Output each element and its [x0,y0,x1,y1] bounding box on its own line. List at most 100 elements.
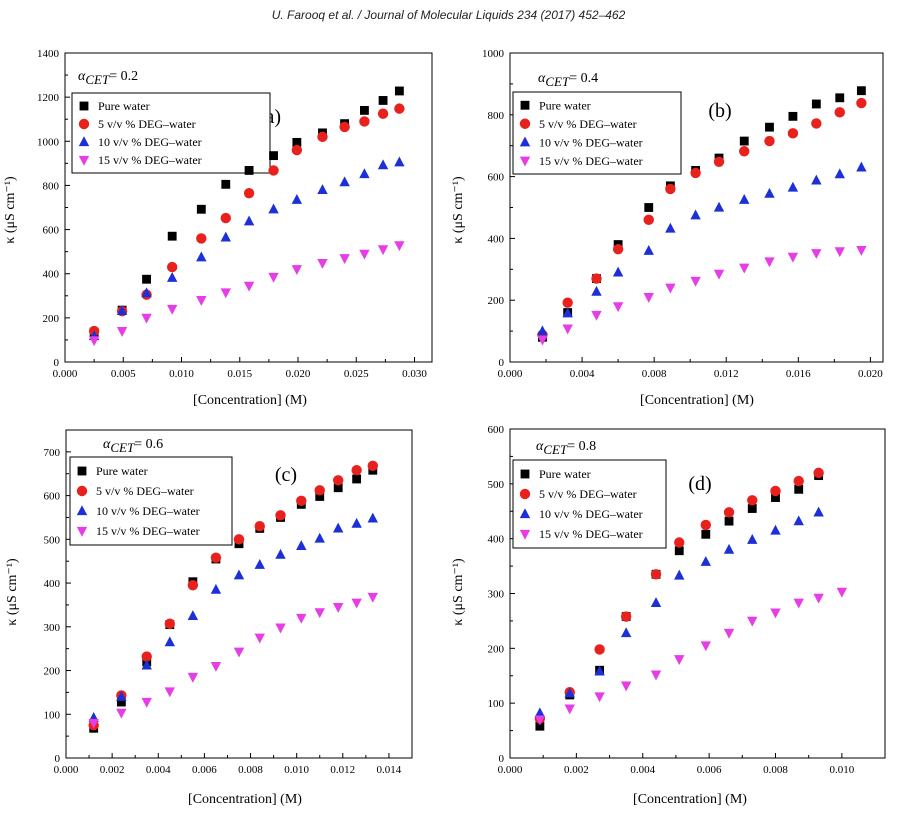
legend-marker [76,505,88,516]
data-point [747,495,758,506]
data-point [770,485,781,497]
data-point [254,558,265,569]
x-tick-label: 0.030 [402,368,427,380]
data-point [166,261,178,273]
legend: Pure water 5 v/v % DEG–water 10 v/v % DEG–… [69,456,233,546]
data-point [535,721,545,731]
y-tick-label: 1400 [37,48,60,60]
data-point [333,483,343,493]
data-point [739,146,750,157]
data-point [856,86,866,96]
data-point [764,135,775,147]
data-point [739,136,749,146]
legend-entry-label: Pure water [539,467,591,481]
data-point [275,623,286,634]
data-point [291,265,303,276]
data-point [650,597,662,607]
data-point [643,245,654,255]
legend: Pure water 5 v/v % DEG–water 10 v/v % DEG–… [512,91,682,175]
x-tick-label: 0.000 [53,368,78,380]
legend: Pure water 5 v/v % DEG–water 10 v/v % DEG–… [71,92,271,174]
data-point [856,245,867,256]
data-point [690,209,701,220]
legend-box [512,91,682,175]
data-point [314,532,325,543]
data-point [116,305,128,315]
x-axis-label: [Concentration] (M) [633,792,747,807]
data-point [116,691,127,701]
data-point [317,184,328,195]
legend-marker [78,155,90,166]
data-point [233,647,245,658]
legend-marker [519,136,531,147]
y-tick-label: 200 [488,643,505,655]
data-point [562,297,573,308]
data-point [771,493,780,502]
data-point [594,692,605,703]
y-tick-label: 0 [499,357,505,369]
data-point [196,251,207,262]
data-series [537,245,867,346]
x-tick-label: 0.016 [786,368,811,380]
x-tick-label: 0.000 [498,764,523,776]
data-point [275,548,286,559]
data-point [793,598,804,609]
data-point [620,681,632,692]
panel-label: (d) [688,473,711,495]
data-point [378,96,388,105]
data-point [690,167,701,179]
y-tick-label: 1200 [37,92,60,104]
y-tick-label: 200 [43,313,60,325]
journal-citation: U. Farooq et al. / Journal of Molecular … [271,8,626,22]
data-point [268,272,279,283]
x-tick-label: 0.010 [169,368,194,380]
x-tick-label: 0.004 [630,764,655,776]
data-point [339,121,350,133]
data-series [534,587,848,726]
data-point [196,204,206,214]
data-point [856,97,867,109]
panel-label: (b) [708,100,731,122]
legend-marker [519,118,531,129]
data-point [291,194,303,204]
data-point [739,263,750,274]
data-point [141,651,152,662]
data-point [723,507,735,518]
data-series [534,506,824,718]
alpha-cet-annotation: αCET= 0.8 [536,439,596,457]
data-point [339,176,350,187]
data-series [537,161,867,336]
x-tick-label: 0.020 [286,368,311,380]
alpha-cet-annotation: αCET= 0.4 [538,71,598,89]
data-point [210,552,222,563]
data-point [243,187,255,199]
alpha-cet-annotation: αCET= 0.6 [103,437,163,455]
data-point [644,203,654,212]
x-tick-label: 0.010 [829,764,854,776]
data-point [764,257,775,268]
data-point [856,161,867,172]
data-point [834,247,845,258]
legend-entry-label: 5 v/v % DEG–water [96,484,194,498]
legend-marker [519,156,531,167]
y-tick-label: 100 [44,709,61,721]
data-point [788,111,798,121]
data-point [747,534,758,544]
legend: Pure water 5 v/v % DEG–water 10 v/v % DEG–… [512,459,667,549]
data-point [332,475,344,486]
x-tick-label: 0.006 [697,764,722,776]
data-point [291,144,303,156]
data-point [317,258,328,269]
data-point [723,543,735,554]
chart-panel-a: 0.000 0.005 0.010 0.015 0.020 0.025 0.030 0 200 4… [3,48,433,408]
x-tick-label: 0.014 [377,764,402,776]
x-tick-label: 0.015 [227,368,252,380]
data-point [739,194,750,204]
data-point [787,128,799,139]
x-tick-label: 0.002 [100,764,125,776]
legend-box [69,456,233,546]
data-point [367,592,378,603]
data-point [793,475,804,487]
data-point [811,249,822,259]
plot-frame [65,429,413,759]
